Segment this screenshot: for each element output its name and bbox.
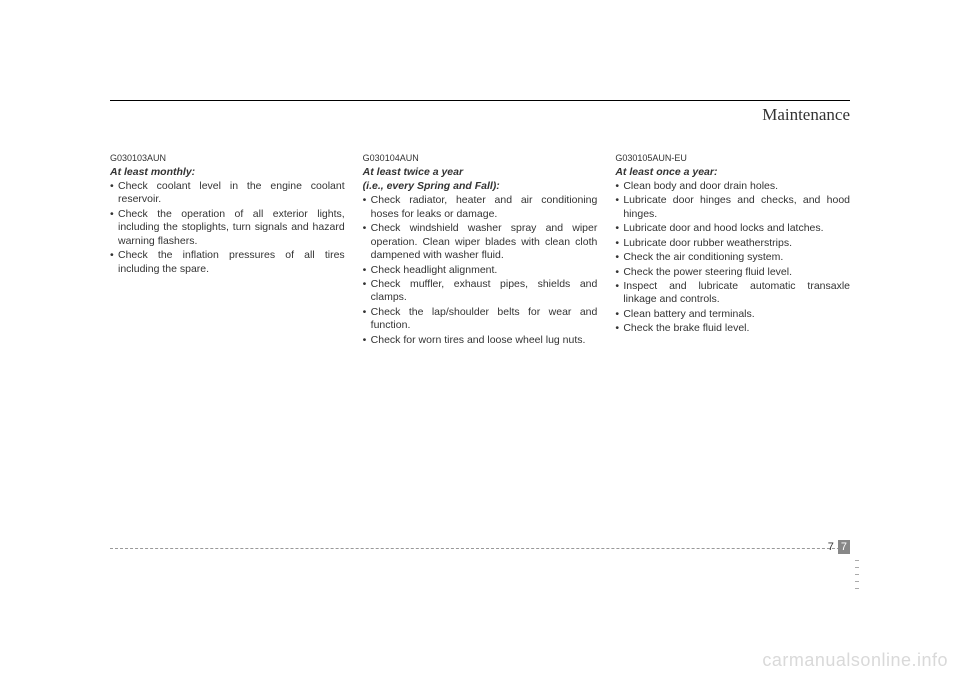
list-item: Check coolant level in the engine coolan… [110, 180, 345, 207]
column-2: G030104AUN At least twice a year (i.e., … [363, 153, 598, 348]
column-3: G030105AUN-EU At least once a year: Clea… [615, 153, 850, 348]
column-heading-line1: At least twice a year [363, 166, 598, 179]
item-list: Clean body and door drain holes. Lubrica… [615, 180, 850, 336]
column-1: G030103AUN At least monthly: Check coola… [110, 153, 345, 348]
page-content: Maintenance G030103AUN At least monthly:… [110, 100, 850, 348]
page-number-left: 7 [828, 541, 834, 553]
list-item: Clean battery and terminals. [615, 308, 850, 321]
ref-code: G030104AUN [363, 153, 598, 165]
section-title: Maintenance [762, 101, 850, 125]
footer-divider [110, 548, 850, 549]
list-item: Check the power steering fluid level. [615, 266, 850, 279]
page-header: Maintenance [110, 100, 850, 125]
list-item: Check the brake fluid level. [615, 322, 850, 335]
list-item: Check windshield washer spray and wiper … [363, 222, 598, 262]
list-item: Check the lap/shoulder belts for wear an… [363, 306, 598, 333]
list-item: Check the air conditioning system. [615, 251, 850, 264]
list-item: Clean body and door drain holes. [615, 180, 850, 193]
edge-ticks [855, 560, 856, 600]
column-heading-line2: (i.e., every Spring and Fall): [363, 180, 598, 193]
ref-code: G030105AUN-EU [615, 153, 850, 165]
list-item: Lubricate door rubber weatherstrips. [615, 237, 850, 250]
list-item: Lubricate door and hood locks and latche… [615, 222, 850, 235]
ref-code: G030103AUN [110, 153, 345, 165]
list-item: Inspect and lubricate automatic transaxl… [615, 280, 850, 307]
list-item: Check headlight alignment. [363, 264, 598, 277]
list-item: Check radiator, heater and air condition… [363, 194, 598, 221]
page-number: 7 7 [828, 540, 850, 554]
column-heading: At least once a year: [615, 166, 850, 179]
page-number-right: 7 [838, 540, 850, 554]
list-item: Check for worn tires and loose wheel lug… [363, 334, 598, 347]
watermark-text: carmanualsonline.info [762, 650, 948, 671]
list-item: Check the operation of all exterior ligh… [110, 208, 345, 248]
list-item: Check muffler, exhaust pipes, shields an… [363, 278, 598, 305]
columns-wrapper: G030103AUN At least monthly: Check coola… [110, 153, 850, 348]
list-item: Lubricate door hinges and checks, and ho… [615, 194, 850, 221]
list-item: Check the inflation pressures of all tir… [110, 249, 345, 276]
column-heading: At least monthly: [110, 166, 345, 179]
item-list: Check coolant level in the engine coolan… [110, 180, 345, 276]
item-list: Check radiator, heater and air condition… [363, 194, 598, 347]
